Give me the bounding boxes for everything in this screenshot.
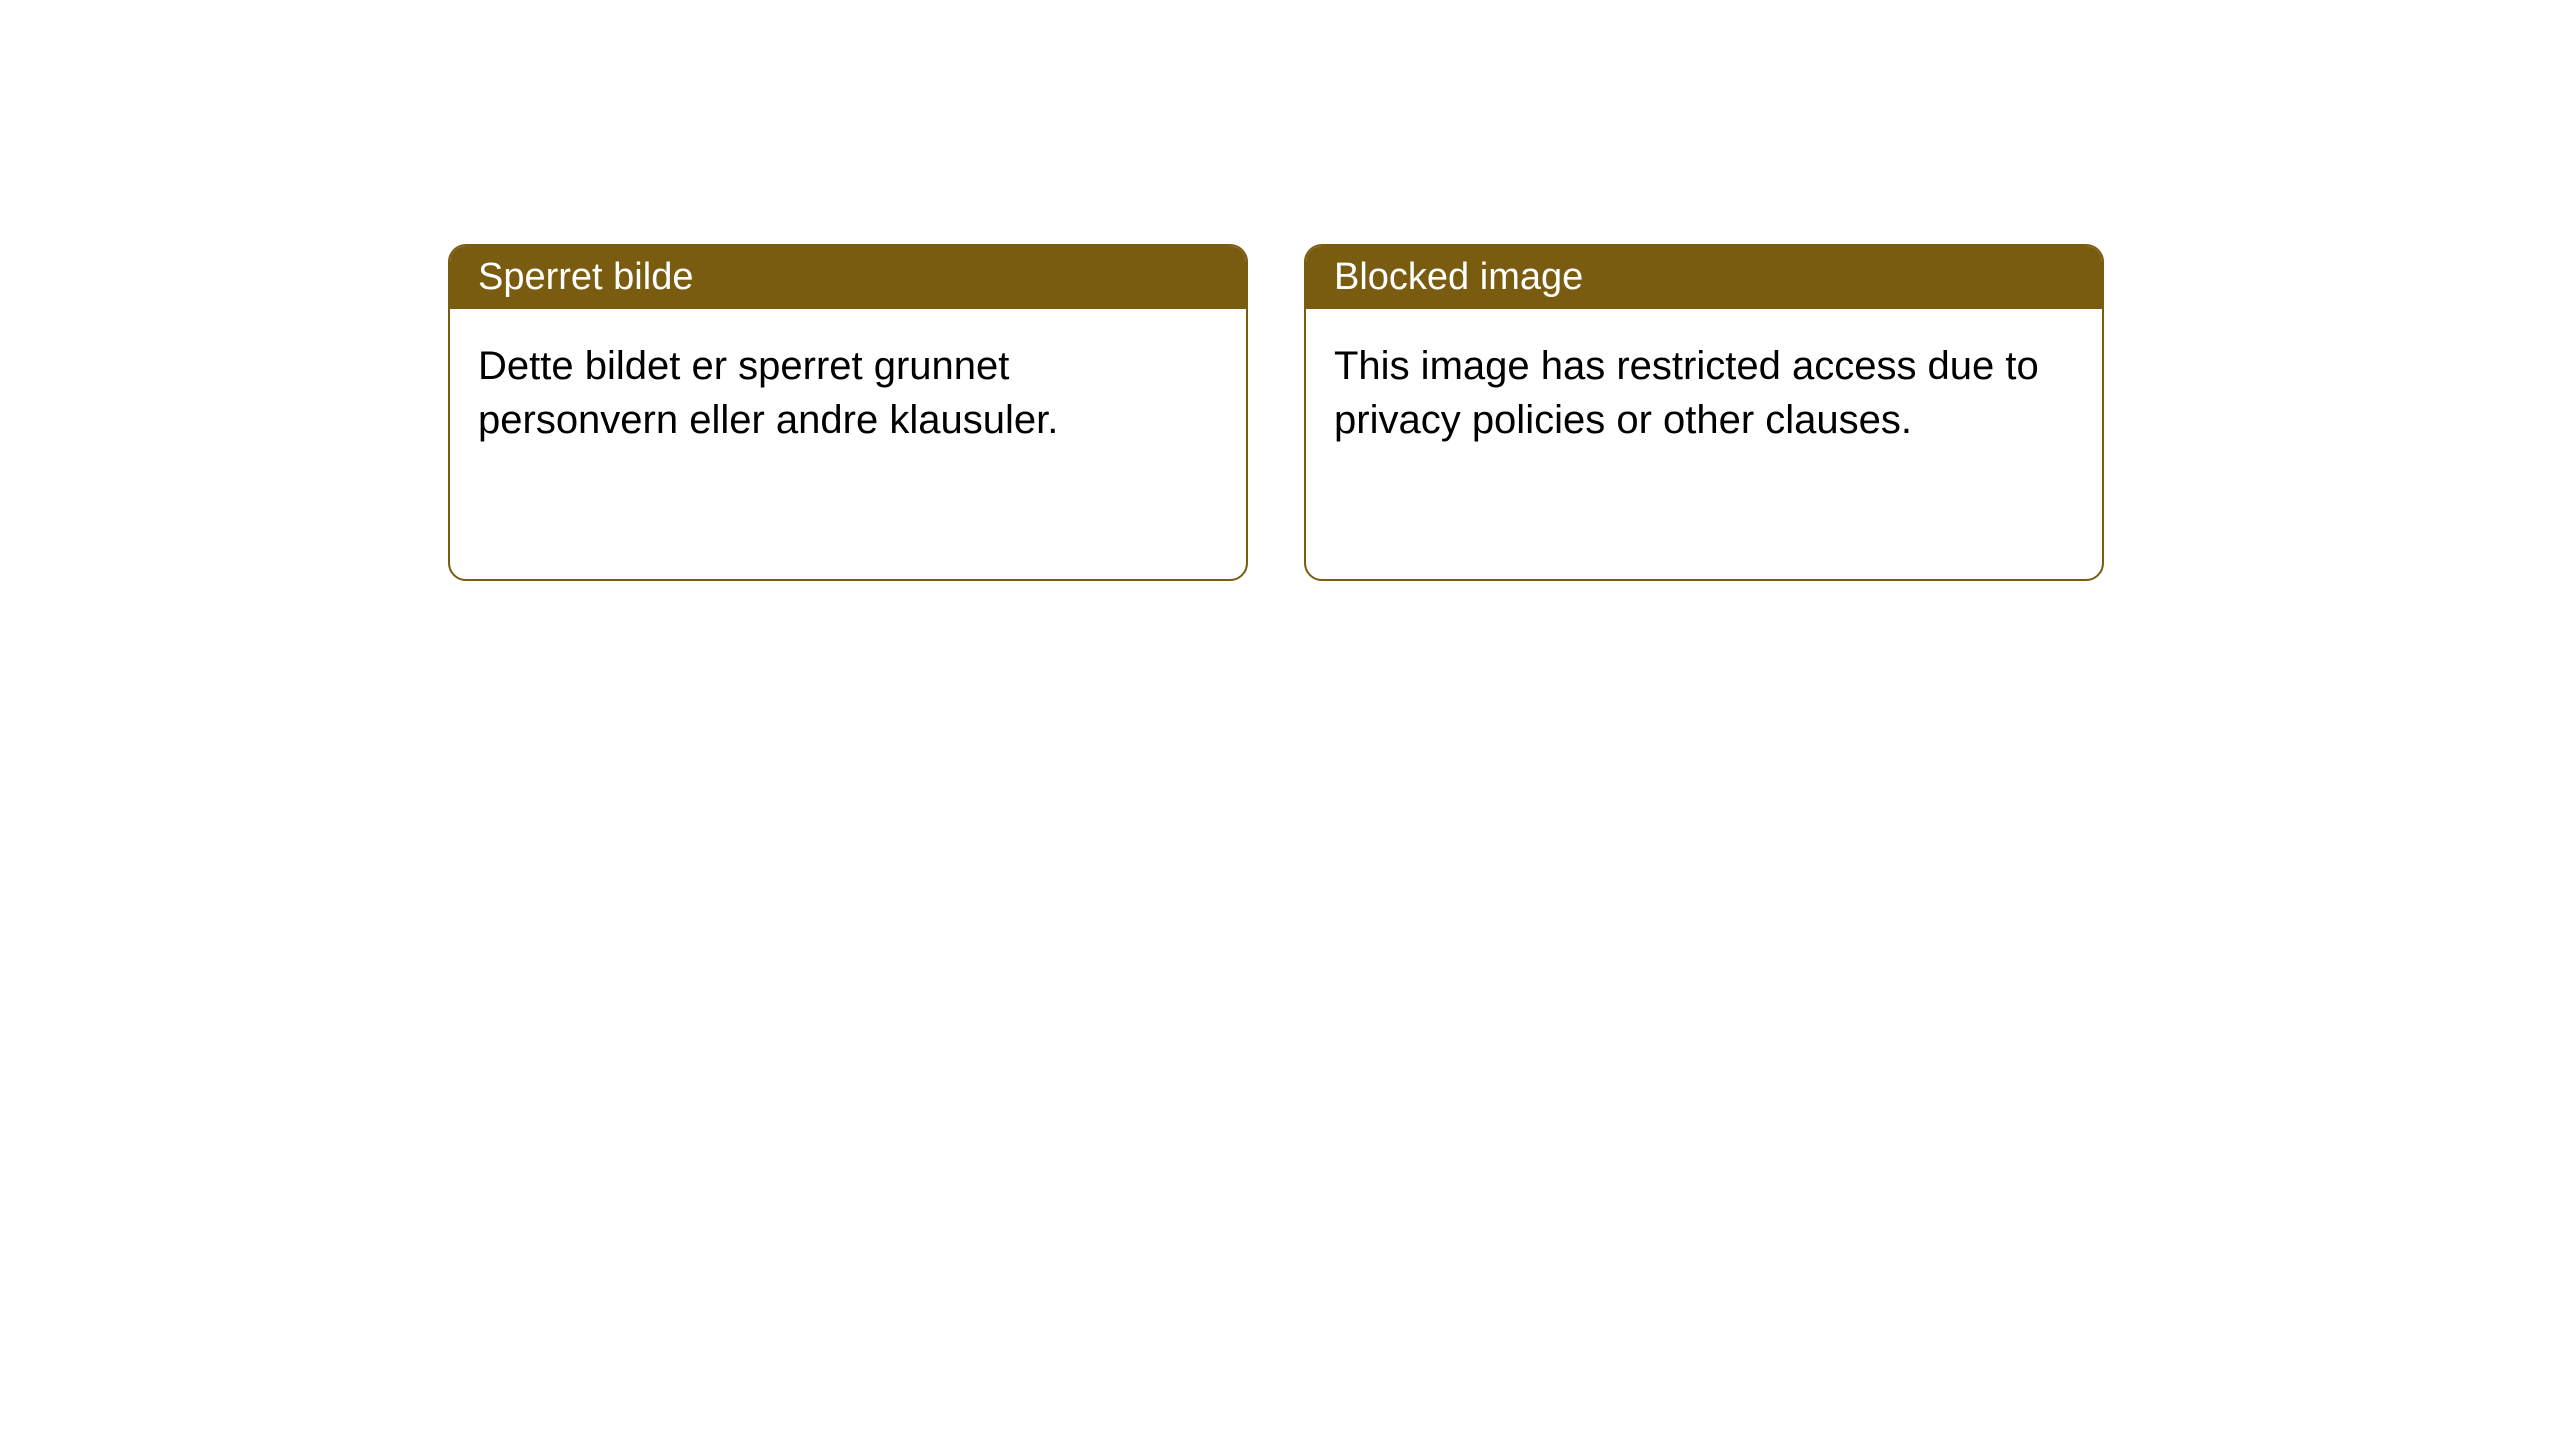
card-body-english: This image has restricted access due to … [1306,309,2102,579]
card-header-norwegian: Sperret bilde [450,246,1246,309]
notice-card-english: Blocked image This image has restricted … [1304,244,2104,581]
card-body-norwegian: Dette bildet er sperret grunnet personve… [450,309,1246,579]
card-header-english: Blocked image [1306,246,2102,309]
card-body-text: Dette bildet er sperret grunnet personve… [478,344,1058,442]
card-header-title: Sperret bilde [478,256,693,298]
card-header-title: Blocked image [1334,256,1583,298]
notice-cards-container: Sperret bilde Dette bildet er sperret gr… [448,244,2104,581]
notice-card-norwegian: Sperret bilde Dette bildet er sperret gr… [448,244,1248,581]
card-body-text: This image has restricted access due to … [1334,344,2039,442]
